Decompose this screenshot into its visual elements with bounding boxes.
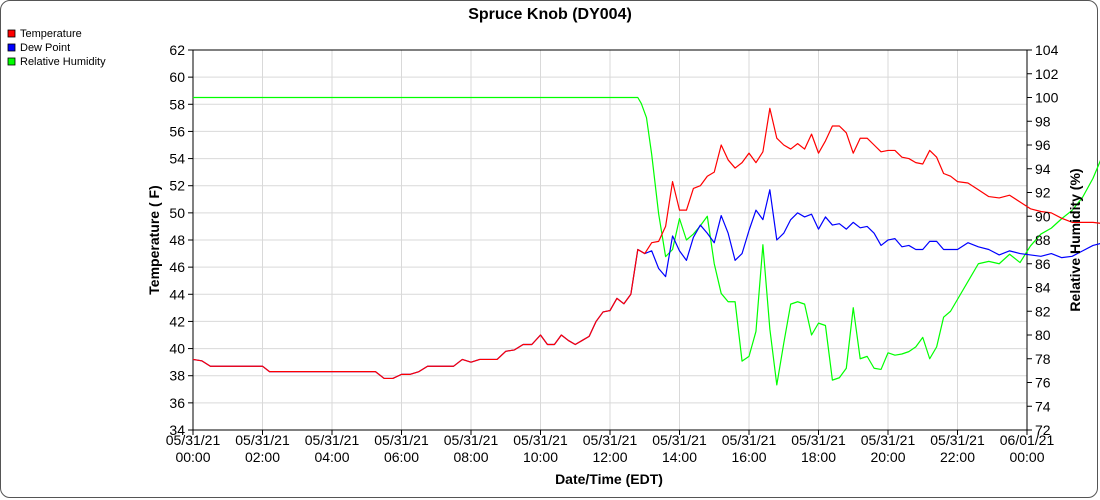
x-tick-time-label: 22:00 xyxy=(940,449,975,465)
y-tick-label: 62 xyxy=(169,42,185,58)
y2-tick-label: 76 xyxy=(1035,375,1051,391)
y2-tick-label: 104 xyxy=(1035,42,1059,58)
y-tick-label: 48 xyxy=(169,232,185,248)
y-tick-label: 56 xyxy=(169,123,185,139)
x-tick-time-label: 02:00 xyxy=(245,449,280,465)
chart-title: Spruce Knob (DY004) xyxy=(468,6,632,23)
x-tick-date-label: 05/31/21 xyxy=(791,432,846,448)
y2-tick-label: 94 xyxy=(1035,161,1051,177)
x-tick-date-label: 05/31/21 xyxy=(444,432,499,448)
legend-swatch xyxy=(7,43,16,52)
x-tick-date-label: 05/31/21 xyxy=(930,432,985,448)
y-tick-label: 38 xyxy=(169,368,185,384)
y2-tick-label: 72 xyxy=(1035,422,1051,438)
y-tick-label: 46 xyxy=(169,259,185,275)
left-y-axis-ticks: 34 36 38 40 42 44 46 48 50 52 54 56 58 60 62 xyxy=(169,42,193,438)
y2-tick-label: 80 xyxy=(1035,327,1051,343)
y-tick-label: 60 xyxy=(169,69,185,85)
y2-axis-label: Relative Humidity (%) xyxy=(1067,168,1083,311)
y2-tick-label: 86 xyxy=(1035,256,1051,272)
y2-tick-label: 92 xyxy=(1035,185,1051,201)
x-axis-label: Date/Time (EDT) xyxy=(555,471,663,487)
x-tick-time-label: 14:00 xyxy=(662,449,697,465)
x-tick-date-label: 05/31/21 xyxy=(583,432,638,448)
x-tick-time-label: 08:00 xyxy=(453,449,488,465)
x-tick-date-label: 05/31/21 xyxy=(652,432,707,448)
legend-label: Temperature xyxy=(20,28,82,40)
x-tick-date-label: 05/31/21 xyxy=(305,432,360,448)
x-tick-time-label: 04:00 xyxy=(314,449,349,465)
y2-tick-label: 78 xyxy=(1035,351,1051,367)
series-lines xyxy=(192,96,1100,386)
x-tick-time-label: 06:00 xyxy=(384,449,419,465)
series-line-dew-point xyxy=(192,189,1100,380)
x-tick-time-label: 10:00 xyxy=(523,449,558,465)
x-tick-time-label: 20:00 xyxy=(870,449,905,465)
y2-tick-label: 90 xyxy=(1035,208,1051,224)
legend-label: Relative Humidity xyxy=(20,56,106,68)
right-y-axis-ticks: 72 74 76 78 80 82 84 86 88 90 92 94 96 98 100 102 104 xyxy=(1027,42,1059,438)
y2-tick-label: 82 xyxy=(1035,303,1051,319)
y-tick-label: 40 xyxy=(169,341,185,357)
y-tick-label: 52 xyxy=(169,178,185,194)
x-tick-date-label: 05/31/21 xyxy=(513,432,568,448)
y2-tick-label: 84 xyxy=(1035,280,1051,296)
x-tick-date-label: 05/31/21 xyxy=(374,432,429,448)
x-tick-time-label: 12:00 xyxy=(592,449,627,465)
y-tick-label: 36 xyxy=(169,395,185,411)
y-tick-label: 54 xyxy=(169,151,185,167)
x-tick-time-label: 16:00 xyxy=(731,449,766,465)
y-tick-label: 42 xyxy=(169,313,185,329)
x-tick-date-label: 05/31/21 xyxy=(166,432,221,448)
x-tick-time-label: 18:00 xyxy=(801,449,836,465)
y-axis-label: Temperature ( F) xyxy=(146,185,162,294)
y-tick-label: 50 xyxy=(169,205,185,221)
y-tick-label: 44 xyxy=(169,286,185,302)
y2-tick-label: 102 xyxy=(1035,66,1059,82)
y2-tick-label: 100 xyxy=(1035,90,1059,106)
x-tick-date-label: 05/31/21 xyxy=(722,432,777,448)
x-tick-date-label: 06/01/21 xyxy=(1000,432,1055,448)
legend-swatch xyxy=(7,29,16,38)
grid-lines xyxy=(192,49,1028,431)
x-tick-date-label: 05/31/21 xyxy=(861,432,916,448)
x-axis-ticks: 05/31/2100:0005/31/2102:0005/31/2104:000… xyxy=(166,430,1055,465)
x-tick-time-label: 00:00 xyxy=(1009,449,1044,465)
series-line-relative-humidity xyxy=(193,96,1100,386)
legend: Temperature Dew Point Relative Humidity xyxy=(7,28,106,68)
legend-label: Dew Point xyxy=(20,42,70,54)
y2-tick-label: 88 xyxy=(1035,232,1051,248)
y2-tick-label: 98 xyxy=(1035,113,1051,129)
x-tick-time-label: 00:00 xyxy=(175,449,210,465)
x-tick-date-label: 05/31/21 xyxy=(235,432,290,448)
y2-tick-label: 96 xyxy=(1035,137,1051,153)
legend-swatch xyxy=(7,57,16,66)
series-line-temperature xyxy=(192,107,1100,380)
y-tick-label: 34 xyxy=(169,422,185,438)
y2-tick-label: 74 xyxy=(1035,398,1051,414)
y-tick-label: 58 xyxy=(169,96,185,112)
